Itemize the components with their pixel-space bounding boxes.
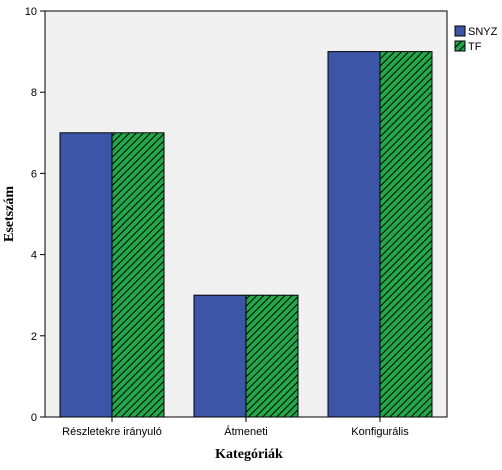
y-tick-label: 8 [31, 87, 37, 99]
bars-layer [59, 51, 433, 418]
legend-swatch-tf [454, 40, 466, 52]
y-tick-label: 4 [31, 250, 37, 262]
y-tick-label: 10 [25, 6, 37, 18]
bar-snyz-0 [59, 132, 113, 418]
legend: SNYZ TF [454, 25, 498, 53]
legend-label-tf: TF [468, 41, 482, 53]
y-axis-title: Esetszám [2, 186, 17, 242]
bar-tf-0 [111, 132, 165, 418]
bar-tf-1 [245, 294, 299, 418]
x-tick-label: Konfigurális [351, 426, 409, 438]
x-tick-label: Átmeneti [224, 425, 267, 438]
x-tick-label: Részletekre irányuló [62, 426, 162, 438]
legend-label-snyz: SNYZ [468, 26, 498, 38]
bar-snyz-2 [327, 51, 381, 418]
y-axis-ticks: 0 2 4 6 8 10 [25, 6, 45, 424]
y-tick-label: 6 [31, 168, 37, 180]
bar-snyz-1 [193, 294, 247, 418]
bar-tf-2 [379, 51, 433, 418]
y-tick-label: 2 [31, 331, 37, 343]
legend-swatch-snyz [454, 25, 466, 37]
x-axis-ticks: Részletekre irányuló Átmeneti Konfigurális [62, 417, 409, 438]
x-axis-title: Kategóriák [215, 447, 283, 462]
y-tick-label: 0 [31, 412, 37, 424]
